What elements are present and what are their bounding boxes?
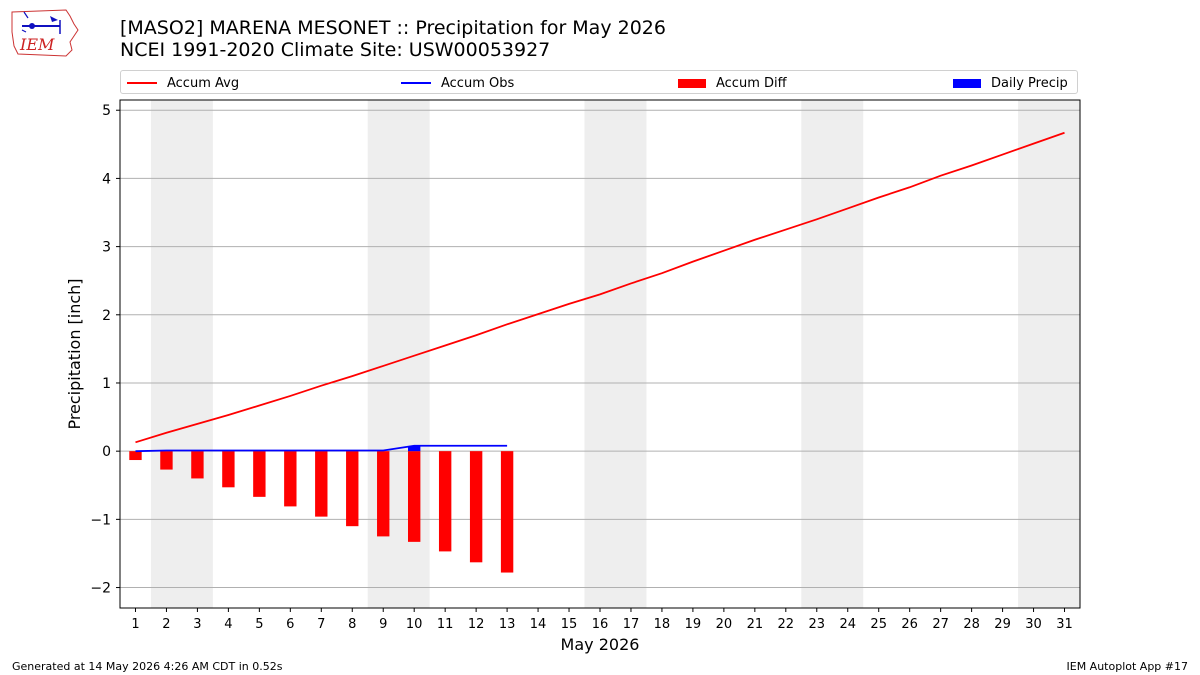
x-tick-label: 25 [870, 617, 887, 632]
accum-diff-bar [284, 451, 297, 507]
weekend-shade [150, 100, 213, 608]
x-tick-label: 9 [379, 617, 387, 632]
legend-item-accum-obs: Accum Obs [401, 71, 514, 95]
y-tick-label: 3 [102, 240, 111, 256]
svg-text:IEM: IEM [19, 35, 55, 54]
x-tick-label: 30 [1025, 617, 1042, 632]
legend-label: Accum Obs [441, 75, 515, 91]
accum-avg-line [135, 131, 1065, 444]
legend-item-daily-precip: Daily Precip [953, 71, 1068, 95]
accum-diff-bar [438, 451, 452, 552]
x-tick-label: 19 [685, 617, 702, 632]
x-tick-label: 28 [963, 617, 980, 632]
y-tick-label: 0 [102, 444, 111, 460]
x-tick-label: 27 [932, 617, 949, 632]
legend-item-accum-avg: Accum Avg [127, 71, 239, 95]
x-tick-label: 26 [901, 617, 918, 632]
plot-frame [119, 99, 1081, 609]
x-tick-label: 12 [468, 617, 485, 632]
x-tick-label: 8 [348, 617, 356, 632]
x-tick-label: 7 [317, 617, 325, 632]
accum-diff-bar [469, 451, 483, 563]
iem-iowa-logo-icon: IEM [11, 9, 79, 57]
x-tick-label: 20 [716, 617, 733, 632]
iem-logo: IEM [8, 6, 80, 60]
accum-diff-bar [160, 451, 173, 470]
weekend-shade [584, 100, 647, 608]
x-tick-label: 13 [499, 617, 516, 632]
x-tick-label: 4 [224, 617, 232, 632]
x-tick-label: 21 [747, 617, 764, 632]
x-tick-label: 24 [839, 617, 856, 632]
x-tick-label: 23 [809, 617, 826, 632]
accum-diff-bar [346, 451, 359, 527]
x-tick-label: 11 [437, 617, 454, 632]
accum-diff-bar [129, 451, 142, 461]
x-tick-label: 22 [778, 617, 795, 632]
x-tick-label: 29 [994, 617, 1011, 632]
x-axis-label: May 2026 [561, 635, 640, 654]
legend-label: Daily Precip [991, 75, 1068, 91]
chart-subtitle: NCEI 1991-2020 Climate Site: USW00053927 [120, 39, 551, 61]
x-tick-label: 17 [623, 617, 640, 632]
accum-diff-bar [315, 451, 328, 517]
accum-diff-bar [191, 451, 204, 479]
legend-swatch-red-box [678, 78, 706, 88]
daily-precip-bar [408, 446, 421, 452]
accum-diff-bar [222, 451, 235, 488]
x-tick-label: 16 [592, 617, 609, 632]
y-tick-label: −1 [90, 512, 111, 528]
x-tick-label: 31 [1056, 617, 1073, 632]
legend-swatch-red-line [127, 82, 157, 84]
legend-label: Accum Avg [167, 75, 240, 91]
accum-diff-bar [253, 451, 266, 497]
weekend-shade [1018, 100, 1080, 608]
y-tick-label: 5 [102, 103, 111, 119]
y-tick-label: 2 [102, 308, 111, 324]
accum-diff-bar [408, 451, 421, 542]
footer-generated-text: Generated at 14 May 2026 4:26 AM CDT in … [12, 660, 283, 673]
y-tick-label: 4 [102, 171, 111, 187]
x-tick-label: 15 [561, 617, 578, 632]
footer-app-label: IEM Autoplot App #17 [1066, 660, 1189, 673]
x-tick-label: 3 [193, 617, 201, 632]
chart-title: [MASO2] MARENA MESONET :: Precipitation … [120, 17, 666, 39]
y-tick-label: −2 [90, 581, 111, 597]
x-tick-label: 10 [406, 617, 423, 632]
accum-diff-bar [377, 451, 390, 537]
x-tick-label: 2 [162, 617, 170, 632]
x-tick-label: 5 [255, 617, 263, 632]
x-tick-label: 14 [530, 617, 547, 632]
accum-diff-bar [500, 451, 514, 573]
accum-obs-line [135, 444, 508, 453]
legend-label: Accum Diff [716, 75, 787, 91]
y-tick-label: 1 [102, 376, 111, 392]
y-axis-label: Precipitation [inch] [65, 278, 84, 429]
legend-swatch-blue-box [953, 78, 981, 88]
legend-swatch-blue-line [401, 82, 431, 84]
x-tick-label: 6 [286, 617, 294, 632]
legend: Accum Avg Accum Obs Accum Diff Daily Pre… [120, 70, 1078, 94]
weekend-shade [801, 100, 864, 608]
legend-item-accum-diff: Accum Diff [678, 71, 787, 95]
x-tick-label: 18 [654, 617, 671, 632]
x-tick-label: 1 [131, 617, 139, 632]
